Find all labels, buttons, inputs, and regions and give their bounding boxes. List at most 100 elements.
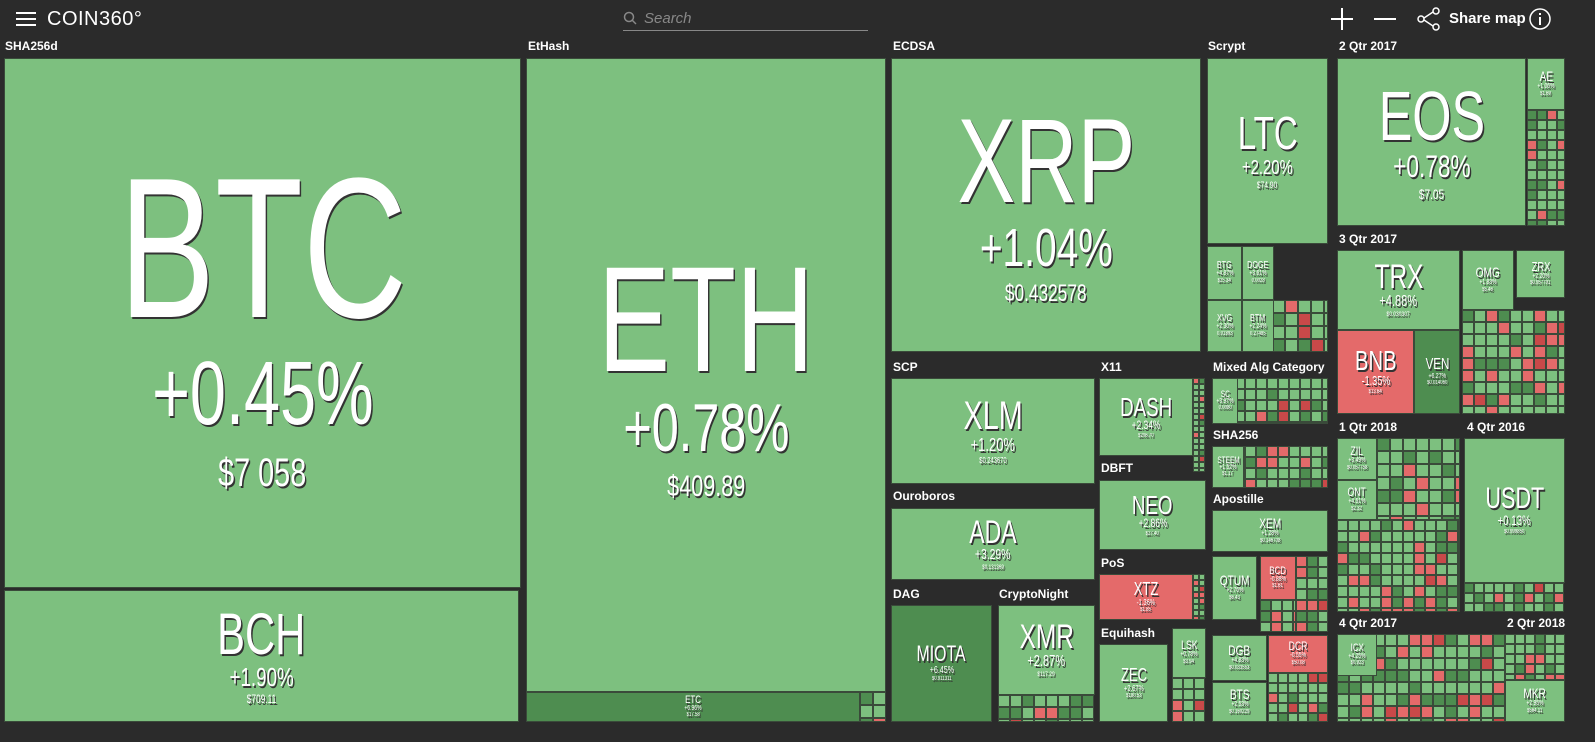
- coin-tile[interactable]: QTUM +2.76% $6.43: [1212, 556, 1257, 620]
- coin-tile[interactable]: LTC +2.20% $74.90: [1207, 58, 1328, 244]
- small-tile[interactable]: [1555, 674, 1565, 680]
- small-tile[interactable]: [1421, 658, 1433, 670]
- small-tile[interactable]: [1256, 457, 1267, 468]
- small-tile[interactable]: [1445, 646, 1457, 658]
- small-tile[interactable]: [1433, 682, 1445, 694]
- small-tile[interactable]: [1318, 578, 1328, 589]
- small-tile[interactable]: [1034, 695, 1046, 707]
- small-tile[interactable]: [1527, 210, 1537, 220]
- small-tile[interactable]: [1172, 678, 1183, 689]
- small-tile[interactable]: [1484, 593, 1494, 603]
- small-tile[interactable]: [1289, 468, 1300, 479]
- small-tile[interactable]: [1289, 389, 1300, 400]
- small-tile[interactable]: [1289, 457, 1300, 468]
- small-tile[interactable]: [1318, 611, 1328, 622]
- small-tile[interactable]: [1494, 603, 1504, 612]
- small-tile[interactable]: [1545, 654, 1555, 664]
- small-tile[interactable]: [1193, 586, 1199, 592]
- small-tile[interactable]: [1525, 664, 1535, 674]
- small-tile[interactable]: [1390, 438, 1403, 451]
- small-tile[interactable]: [1245, 446, 1256, 457]
- small-tile[interactable]: [1545, 644, 1555, 654]
- small-tile[interactable]: [1445, 718, 1457, 722]
- small-tile[interactable]: [1034, 719, 1046, 722]
- small-tile[interactable]: [1464, 603, 1474, 612]
- small-tile[interactable]: [1442, 516, 1455, 520]
- small-tile[interactable]: [1504, 603, 1514, 612]
- small-tile[interactable]: [1288, 673, 1298, 683]
- small-tile[interactable]: [1469, 682, 1481, 694]
- small-tile[interactable]: [1296, 622, 1307, 632]
- small-tile[interactable]: [1527, 170, 1537, 180]
- small-tile[interactable]: [1486, 322, 1498, 334]
- small-tile[interactable]: [1022, 707, 1034, 719]
- small-tile[interactable]: [1293, 611, 1296, 622]
- small-tile[interactable]: [1370, 553, 1381, 564]
- small-tile[interactable]: [1469, 718, 1481, 722]
- small-tile[interactable]: [1385, 682, 1397, 694]
- small-tile[interactable]: [1300, 422, 1311, 424]
- small-tile[interactable]: [1392, 597, 1403, 608]
- small-tile[interactable]: [1403, 516, 1416, 520]
- small-tile[interactable]: [1510, 346, 1522, 358]
- small-tile[interactable]: [1268, 703, 1278, 713]
- small-tile[interactable]: [1282, 611, 1293, 622]
- small-tile[interactable]: [1300, 457, 1311, 468]
- small-tile[interactable]: [1522, 406, 1534, 414]
- small-tile[interactable]: [1199, 586, 1205, 592]
- small-tile[interactable]: [1337, 564, 1348, 575]
- small-tile[interactable]: [1522, 346, 1534, 358]
- small-tile[interactable]: [873, 705, 886, 718]
- small-tile[interactable]: [1308, 673, 1318, 683]
- coin-tile[interactable]: DOGE +3.61% 0.0028: [1242, 246, 1274, 300]
- small-tile[interactable]: [1260, 622, 1271, 632]
- small-tile[interactable]: [1324, 326, 1328, 339]
- small-tile[interactable]: [1458, 542, 1460, 553]
- small-tile[interactable]: [1373, 706, 1385, 718]
- small-tile[interactable]: [1429, 516, 1442, 520]
- small-tile[interactable]: [1429, 438, 1442, 451]
- small-tile[interactable]: [1403, 553, 1414, 564]
- small-tile[interactable]: [1322, 389, 1328, 400]
- small-tile[interactable]: [1537, 190, 1547, 200]
- small-tile[interactable]: [1414, 575, 1425, 586]
- small-tile[interactable]: [1493, 634, 1505, 646]
- small-tile[interactable]: [1311, 400, 1322, 411]
- small-tile[interactable]: [1409, 694, 1421, 706]
- small-tile[interactable]: [1245, 389, 1256, 400]
- small-tile[interactable]: [1300, 479, 1311, 488]
- small-tile[interactable]: [1385, 694, 1397, 706]
- small-tile[interactable]: [1199, 468, 1205, 472]
- small-tile[interactable]: [1311, 300, 1324, 313]
- small-tile[interactable]: [1311, 339, 1324, 352]
- small-tile[interactable]: [1359, 542, 1370, 553]
- small-tile[interactable]: [1455, 490, 1460, 503]
- small-tile[interactable]: [1193, 604, 1199, 610]
- coin-tile[interactable]: ADA +3.29% $0.131369: [891, 508, 1095, 580]
- info-icon[interactable]: [1528, 7, 1552, 31]
- small-tile[interactable]: [1311, 326, 1324, 339]
- small-tile[interactable]: [1510, 322, 1522, 334]
- small-tile[interactable]: [1337, 597, 1348, 608]
- small-tile[interactable]: [1392, 542, 1403, 553]
- small-tile[interactable]: [1462, 406, 1474, 414]
- small-tile[interactable]: [1486, 382, 1498, 394]
- small-tile[interactable]: [1361, 718, 1373, 722]
- small-tile[interactable]: [1245, 422, 1256, 424]
- small-tile[interactable]: [1288, 703, 1298, 713]
- small-tile[interactable]: [1436, 553, 1447, 564]
- small-tile[interactable]: [1557, 190, 1565, 200]
- small-tile[interactable]: [1194, 678, 1205, 689]
- small-tile[interactable]: [1442, 438, 1455, 451]
- small-tile[interactable]: [1546, 322, 1558, 334]
- small-tile[interactable]: [1514, 583, 1524, 593]
- small-tile[interactable]: [1390, 490, 1403, 503]
- small-tile[interactable]: [1421, 682, 1433, 694]
- small-tile[interactable]: [1462, 322, 1474, 334]
- small-tile[interactable]: [1409, 682, 1421, 694]
- small-tile[interactable]: [1381, 608, 1392, 612]
- small-tile[interactable]: [1555, 634, 1565, 644]
- small-tile[interactable]: [1285, 326, 1298, 339]
- small-tile[interactable]: [1370, 575, 1381, 586]
- small-tile[interactable]: [1455, 438, 1460, 451]
